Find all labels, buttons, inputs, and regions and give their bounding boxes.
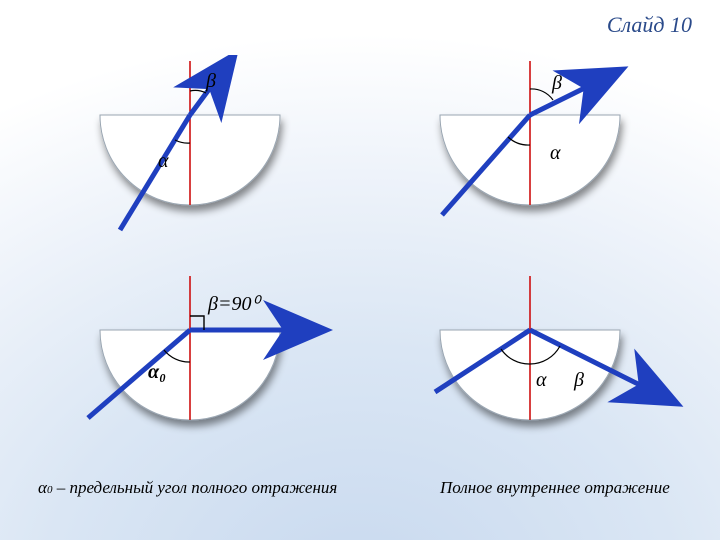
beta-label: β — [205, 70, 216, 92]
beta-label: β — [551, 72, 562, 94]
caption-critical-angle: α0 – предельный угол полного отражения — [38, 478, 337, 498]
beta-arc — [530, 89, 553, 100]
caption-total-internal-reflection: Полное внутреннее отражение — [440, 478, 670, 498]
alpha-label: α — [158, 150, 169, 172]
slide-number: Слайд 10 — [607, 12, 692, 38]
diagram-top-left: β α — [60, 55, 320, 245]
diagram-top-right: β α — [400, 55, 660, 245]
alpha0-label: α₀ — [148, 361, 166, 383]
caption-left-rest: – предельный угол полного отражения — [52, 478, 337, 497]
diagram-bottom-left: β=90⁰ α₀ — [60, 270, 335, 460]
alpha-label: α — [550, 142, 561, 164]
refracted-ray — [530, 73, 615, 115]
diagram-bottom-right: α β — [400, 270, 690, 460]
beta-label: β — [573, 369, 584, 391]
alpha-symbol: α — [38, 478, 47, 497]
alpha-label: α — [536, 369, 547, 391]
beta90-label: β=90⁰ — [207, 293, 262, 315]
